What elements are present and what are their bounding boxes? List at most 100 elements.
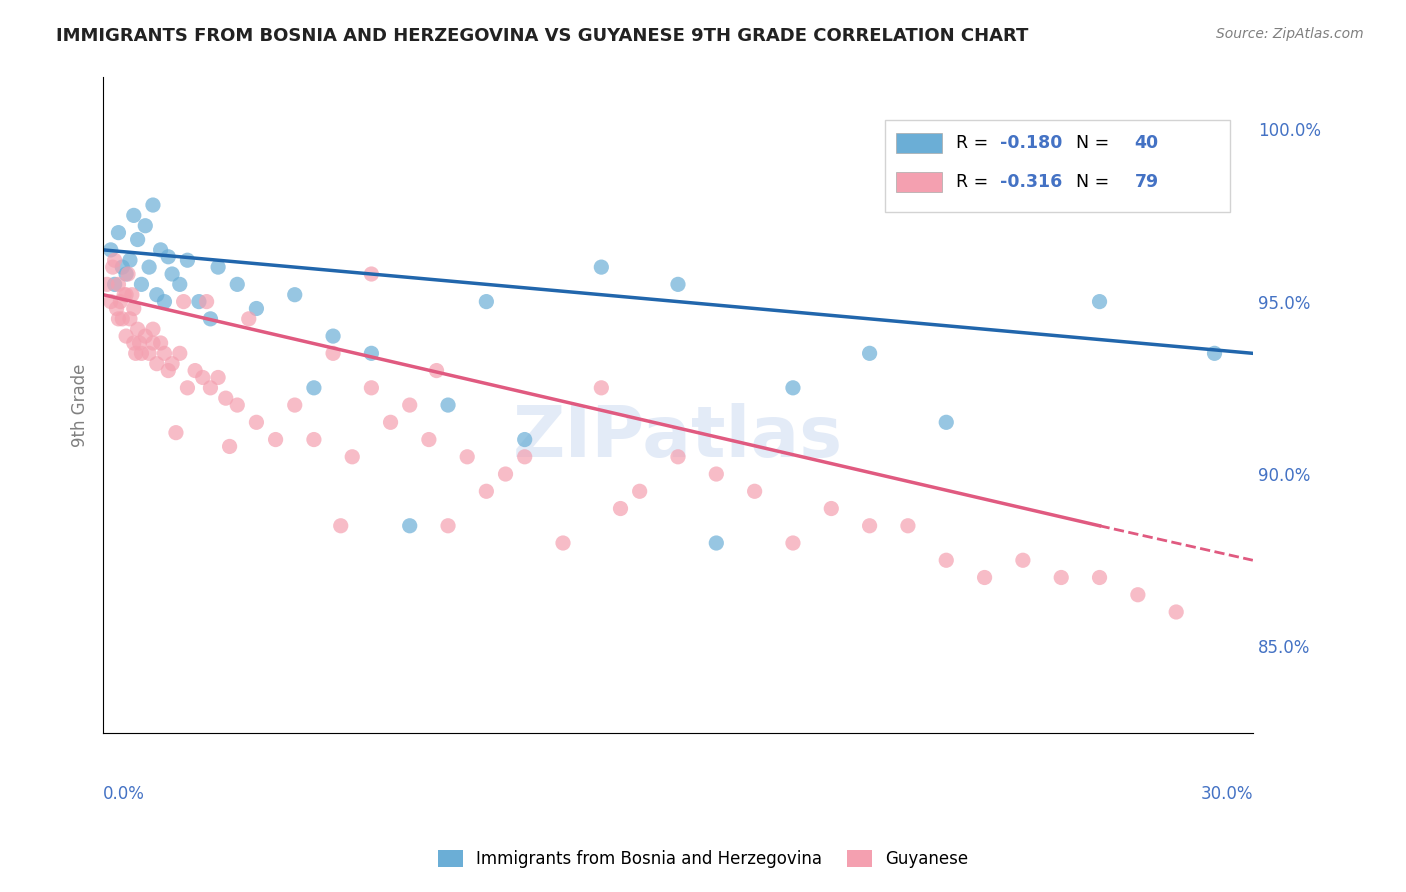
Point <box>513 433 536 447</box>
Text: Source: ZipAtlas.com: Source: ZipAtlas.com <box>1216 27 1364 41</box>
Point <box>115 267 138 281</box>
Text: N =: N = <box>1066 134 1115 152</box>
Point <box>628 484 651 499</box>
Point <box>360 381 382 395</box>
Point <box>107 277 129 292</box>
Point <box>495 467 517 481</box>
Point <box>107 226 129 240</box>
Point <box>160 267 183 281</box>
Point <box>121 287 143 301</box>
Point <box>973 570 995 584</box>
Point <box>107 311 129 326</box>
Point <box>160 357 183 371</box>
Text: 0.0%: 0.0% <box>103 785 145 803</box>
Point <box>475 484 498 499</box>
Point <box>125 346 148 360</box>
Point <box>176 253 198 268</box>
Point <box>200 381 222 395</box>
Legend: Immigrants from Bosnia and Herzegovina, Guyanese: Immigrants from Bosnia and Herzegovina, … <box>430 843 976 875</box>
Point <box>437 398 460 412</box>
Point <box>1204 346 1226 360</box>
Point <box>226 398 249 412</box>
Point <box>1012 553 1035 567</box>
Text: N =: N = <box>1066 173 1115 191</box>
Point <box>169 346 191 360</box>
Point <box>380 415 402 429</box>
Point <box>1166 605 1188 619</box>
Point <box>398 398 420 412</box>
Point <box>104 253 127 268</box>
Point <box>704 467 727 481</box>
Point <box>112 287 135 301</box>
Point <box>134 329 156 343</box>
Point <box>226 277 249 292</box>
Point <box>184 363 207 377</box>
Point <box>138 260 160 274</box>
Point <box>322 346 344 360</box>
Point <box>218 440 240 454</box>
Text: ZIPatlas: ZIPatlas <box>513 403 844 473</box>
Text: -0.180: -0.180 <box>1000 134 1063 152</box>
Point <box>207 260 229 274</box>
Point <box>105 301 128 316</box>
Point <box>342 450 364 464</box>
Point <box>935 415 957 429</box>
Point <box>96 277 118 292</box>
Point <box>131 346 153 360</box>
Point <box>418 433 440 447</box>
Point <box>935 553 957 567</box>
Point <box>115 329 138 343</box>
Point <box>117 267 139 281</box>
Point <box>513 450 536 464</box>
Point <box>169 277 191 292</box>
Point <box>118 253 141 268</box>
Point <box>264 433 287 447</box>
Point <box>284 398 307 412</box>
Point <box>146 287 169 301</box>
Point <box>820 501 842 516</box>
Point <box>302 381 325 395</box>
Point <box>858 346 880 360</box>
Point <box>122 301 145 316</box>
Point <box>456 450 478 464</box>
Point <box>475 294 498 309</box>
Point <box>127 233 149 247</box>
Point <box>142 322 165 336</box>
Point <box>609 501 631 516</box>
Y-axis label: 9th Grade: 9th Grade <box>72 363 89 447</box>
Bar <box>897 172 942 192</box>
Point <box>146 357 169 371</box>
Point <box>551 536 574 550</box>
Point <box>322 329 344 343</box>
Point <box>207 370 229 384</box>
Bar <box>897 133 942 153</box>
Point <box>195 294 218 309</box>
Point <box>302 433 325 447</box>
Point <box>100 243 122 257</box>
Point <box>187 294 209 309</box>
Point <box>142 198 165 212</box>
Point <box>1126 588 1149 602</box>
Point <box>858 518 880 533</box>
Point <box>153 346 176 360</box>
Point <box>153 294 176 309</box>
Point <box>173 294 195 309</box>
Point <box>157 250 180 264</box>
Point <box>110 294 132 309</box>
Point <box>200 311 222 326</box>
Point <box>360 346 382 360</box>
Point <box>245 301 267 316</box>
Bar <box>884 120 1230 211</box>
Point <box>138 346 160 360</box>
Point <box>744 484 766 499</box>
Point <box>191 370 214 384</box>
Point <box>127 322 149 336</box>
Point <box>398 518 420 533</box>
Point <box>157 363 180 377</box>
Point <box>176 381 198 395</box>
Point <box>134 219 156 233</box>
Point <box>101 260 124 274</box>
Text: R =: R = <box>956 134 994 152</box>
Point <box>111 311 134 326</box>
Point <box>122 208 145 222</box>
